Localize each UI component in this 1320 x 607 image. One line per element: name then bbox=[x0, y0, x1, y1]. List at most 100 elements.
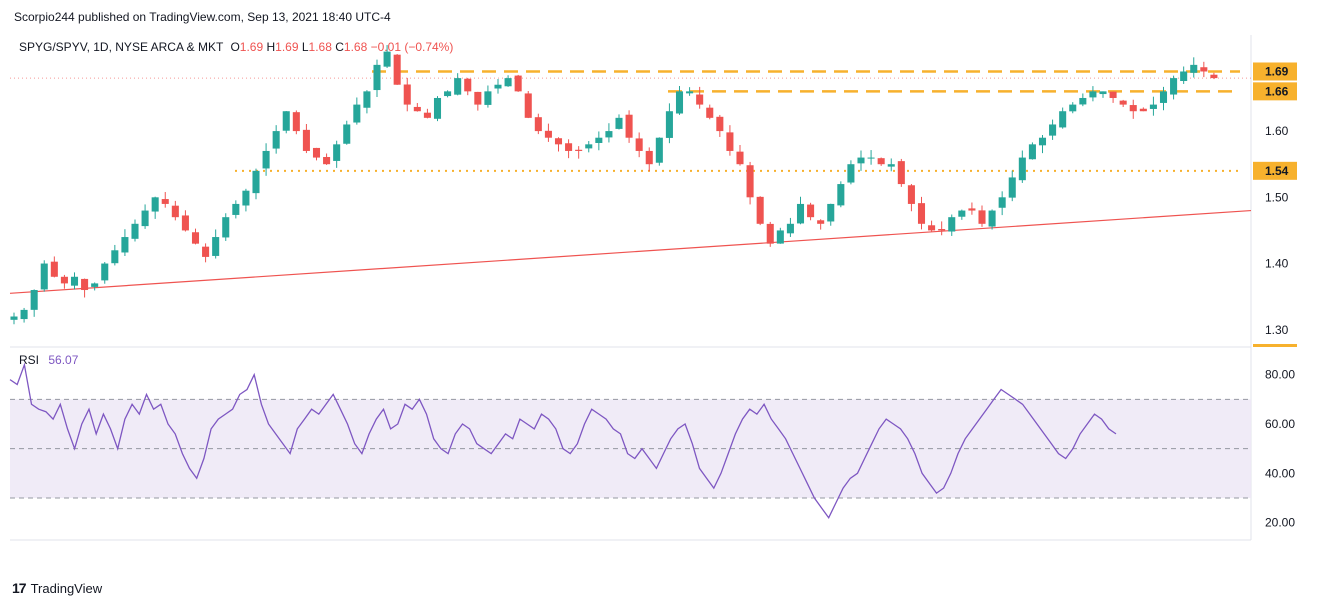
candle bbox=[615, 114, 623, 130]
candle bbox=[30, 289, 38, 317]
candle-body bbox=[1200, 67, 1208, 72]
candle bbox=[1200, 61, 1208, 78]
candle-body bbox=[474, 91, 482, 105]
price-level-badge-bg bbox=[1253, 161, 1297, 180]
candle-body bbox=[514, 75, 522, 92]
close-value: 1.68 bbox=[343, 40, 368, 54]
candle-body bbox=[202, 246, 210, 257]
candle bbox=[867, 150, 875, 165]
candle-body bbox=[716, 116, 724, 132]
candle-body bbox=[686, 91, 694, 94]
candle bbox=[70, 272, 79, 290]
candle-body bbox=[50, 261, 58, 277]
candle bbox=[554, 137, 563, 152]
candle-body bbox=[111, 250, 119, 264]
candle bbox=[665, 103, 673, 144]
candle bbox=[121, 229, 129, 257]
candle bbox=[827, 203, 835, 226]
candle-body bbox=[121, 237, 129, 253]
price-tick-label: 1.60 bbox=[1265, 124, 1289, 138]
price-level-badge: 1.69 bbox=[1253, 62, 1297, 81]
candle bbox=[1170, 75, 1178, 100]
candle-body bbox=[70, 276, 79, 286]
candle-body bbox=[968, 208, 976, 211]
candle bbox=[444, 90, 452, 98]
candle-body bbox=[756, 196, 764, 224]
rsi-tick-label: 60.00 bbox=[1265, 417, 1295, 431]
candle-body bbox=[1079, 97, 1087, 105]
candle-body bbox=[857, 157, 865, 164]
candle-body bbox=[333, 144, 341, 161]
candle-body bbox=[726, 132, 734, 151]
candle bbox=[524, 91, 532, 119]
candle bbox=[262, 143, 270, 176]
candle-body bbox=[807, 204, 815, 218]
candle-body bbox=[575, 149, 583, 151]
candle-body bbox=[343, 124, 351, 144]
candle-body bbox=[383, 51, 391, 67]
candle-body bbox=[403, 84, 411, 105]
candle bbox=[625, 110, 633, 143]
candle bbox=[393, 54, 401, 85]
candle-body bbox=[1190, 64, 1198, 73]
candle-body bbox=[212, 237, 220, 256]
candle-body bbox=[1119, 100, 1127, 105]
candle-body bbox=[181, 215, 189, 231]
candle bbox=[1008, 170, 1016, 202]
candle-body bbox=[413, 106, 421, 112]
candle-body bbox=[222, 217, 230, 238]
candle bbox=[605, 123, 613, 143]
price-level-badge: 1.54 bbox=[1253, 161, 1297, 180]
candle bbox=[484, 85, 492, 108]
published-line: Scorpio244 published on TradingView.com,… bbox=[14, 10, 391, 24]
candle-body bbox=[1089, 91, 1097, 98]
candle-body bbox=[766, 223, 774, 244]
candle bbox=[726, 125, 734, 156]
candle bbox=[1018, 150, 1026, 183]
candle bbox=[10, 312, 18, 325]
candle bbox=[1038, 134, 1047, 154]
candle bbox=[1049, 119, 1057, 140]
candle bbox=[1079, 93, 1087, 107]
candle bbox=[111, 244, 119, 266]
candle-body bbox=[282, 111, 290, 131]
candle-body bbox=[1139, 108, 1147, 112]
candle-body bbox=[81, 278, 89, 291]
low-value: 1.68 bbox=[308, 40, 332, 54]
candle bbox=[191, 228, 200, 245]
candle bbox=[514, 74, 522, 92]
candle bbox=[1139, 107, 1147, 112]
symbol-legend: SPYG/SPYV, 1D, NYSE ARCA & MKT O1.69 H1.… bbox=[19, 40, 453, 54]
candle bbox=[807, 202, 815, 221]
candle bbox=[786, 217, 794, 237]
candle bbox=[766, 221, 774, 247]
candle-body bbox=[958, 210, 966, 217]
candle-body bbox=[665, 111, 673, 138]
candle bbox=[454, 73, 462, 96]
candle bbox=[302, 123, 310, 154]
candle bbox=[857, 150, 865, 171]
candle-body bbox=[544, 130, 552, 138]
candle bbox=[413, 103, 421, 112]
candle-body bbox=[554, 138, 563, 145]
candle bbox=[81, 278, 89, 298]
candle bbox=[433, 96, 442, 122]
candle bbox=[161, 192, 169, 208]
open-value: 1.69 bbox=[239, 40, 264, 54]
candle-body bbox=[625, 114, 633, 138]
candle bbox=[323, 153, 331, 165]
candle bbox=[60, 274, 68, 289]
footer-brand[interactable]: 17 TradingView bbox=[12, 580, 102, 596]
candle-body bbox=[786, 223, 794, 234]
candle-body bbox=[131, 223, 139, 239]
chart-area[interactable]: 1.30 1.40 1.50 1.60 1.69 1.66 1.54 20.00 40.00 60… bbox=[0, 35, 1310, 545]
candle-body bbox=[998, 197, 1006, 208]
candle-body bbox=[10, 316, 18, 320]
rsi-line bbox=[9, 362, 1117, 519]
candle-body bbox=[262, 150, 270, 169]
candle-body bbox=[675, 91, 684, 114]
candle-body bbox=[60, 276, 68, 284]
candle-body bbox=[907, 185, 915, 204]
candle-body bbox=[1149, 104, 1157, 109]
candle-body bbox=[302, 129, 310, 151]
